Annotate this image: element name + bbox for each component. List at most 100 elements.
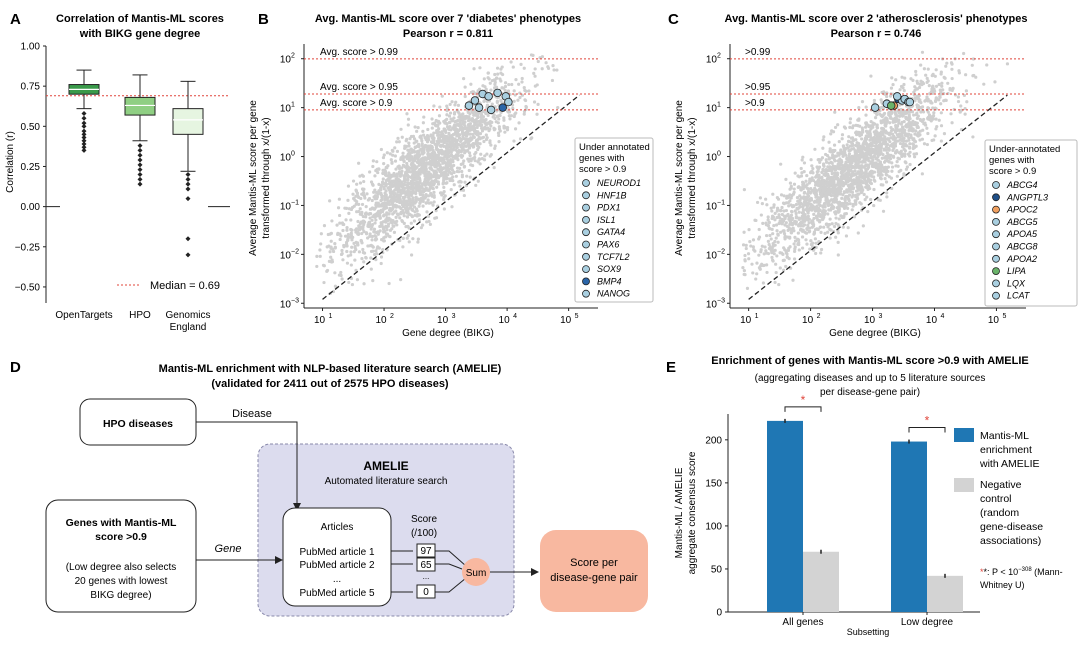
c-point (818, 220, 822, 224)
c-point (772, 252, 776, 256)
c-point (878, 132, 883, 137)
c-ytick-exp: 0 (717, 151, 721, 158)
c-point (950, 76, 954, 81)
c-point (848, 121, 852, 125)
c-point (743, 273, 747, 277)
c-point (741, 265, 745, 270)
b-point (384, 225, 388, 229)
b-point (322, 280, 326, 285)
c-point (883, 123, 887, 127)
b-ytick-exp: −3 (291, 297, 299, 304)
c-point (774, 262, 778, 266)
b-point (373, 221, 377, 225)
b-point (421, 152, 425, 156)
b-point (445, 104, 449, 108)
b-legend-marker (582, 228, 590, 237)
c-point (800, 235, 805, 239)
b-point (448, 121, 452, 125)
c-point (852, 147, 856, 151)
c-point (834, 235, 838, 239)
b-point (406, 234, 410, 238)
b-ytick-label: 10 (280, 250, 292, 261)
c-point (846, 183, 851, 188)
b-xtick-exp: 5 (575, 313, 579, 320)
b-point (427, 138, 431, 142)
b-point (328, 232, 332, 236)
b-point (552, 68, 556, 72)
c-point (749, 244, 753, 248)
b-point (482, 139, 486, 144)
c-point (778, 219, 782, 223)
c-point (876, 170, 880, 174)
c-point (834, 174, 838, 178)
c-point (869, 127, 873, 131)
c-point (865, 144, 870, 148)
c-point (873, 136, 877, 140)
c-point (854, 189, 859, 193)
pubmed-article-5: PubMed article 5 (299, 588, 374, 599)
c-point (848, 117, 853, 121)
genes-box (45, 499, 197, 613)
b-point (382, 213, 386, 217)
panel-a-ylabel: Correlation (r) (5, 131, 16, 193)
c-point (827, 190, 831, 194)
c-point (928, 117, 933, 121)
b-point (358, 207, 362, 211)
b-point (438, 174, 442, 178)
b-point (339, 273, 343, 278)
c-point (771, 259, 775, 263)
b-point (463, 132, 467, 137)
b-point (444, 155, 448, 159)
c-point (822, 184, 826, 188)
c-point (870, 155, 874, 159)
c-point (927, 113, 932, 117)
b-point (333, 246, 337, 250)
c-point (793, 245, 797, 249)
c-point (743, 253, 747, 258)
c-point (904, 115, 908, 120)
c-point (946, 81, 950, 85)
b-point (354, 202, 358, 206)
c-point (890, 161, 894, 165)
c-point (868, 181, 873, 185)
a-ytick-label: −0.50 (15, 282, 41, 293)
b-point (386, 218, 390, 223)
b-point (401, 236, 405, 241)
b-point (424, 195, 428, 199)
b-point (372, 227, 377, 231)
c-point (893, 142, 898, 146)
b-point (450, 133, 454, 138)
b-point (406, 207, 410, 211)
b-point (394, 215, 398, 219)
b-point (480, 157, 484, 161)
b-point (458, 127, 462, 132)
c-point (744, 246, 748, 251)
c-point (879, 177, 883, 181)
b-point (472, 145, 476, 149)
b-point (507, 82, 511, 87)
c-point (836, 201, 841, 206)
b-point (406, 224, 410, 229)
b-point (395, 149, 400, 153)
c-point (963, 112, 967, 116)
c-point (876, 140, 880, 144)
b-point (422, 145, 426, 149)
b-point (459, 137, 464, 141)
c-point (815, 189, 819, 193)
c-point (759, 250, 763, 254)
c-point (841, 152, 846, 157)
b-point (496, 121, 500, 125)
c-point (840, 133, 845, 137)
b-point (464, 144, 468, 148)
c-point (781, 258, 785, 263)
b-point (426, 152, 431, 156)
c-point (774, 270, 778, 275)
b-point (401, 151, 405, 155)
b-ytick-label: 10 (280, 299, 292, 310)
b-point (333, 271, 337, 275)
b-point (368, 224, 373, 228)
c-point (750, 262, 754, 266)
b-point (422, 115, 426, 119)
c-point (826, 212, 830, 216)
c-point (885, 157, 889, 161)
